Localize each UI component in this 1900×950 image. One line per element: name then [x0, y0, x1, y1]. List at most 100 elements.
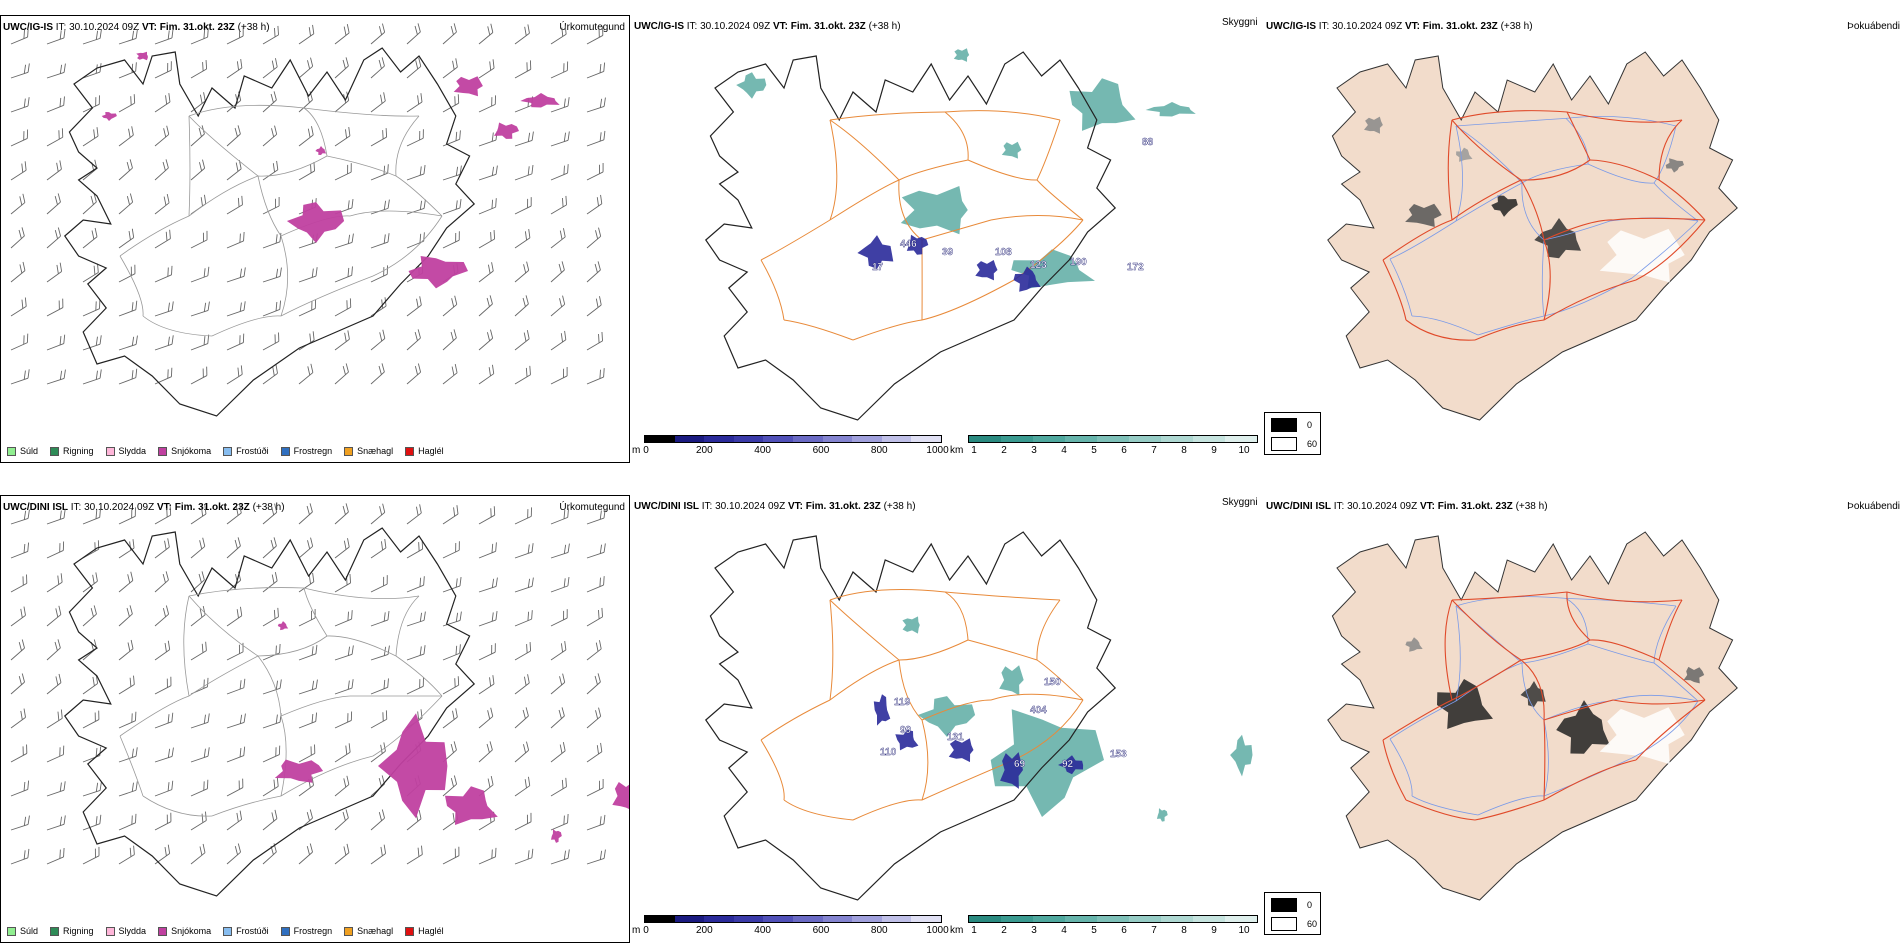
- road-segment: [1036, 179, 1084, 221]
- wind-barb: [478, 95, 496, 113]
- wind-barb: [82, 639, 97, 661]
- wind-barb: [154, 265, 173, 283]
- wind-barb: [442, 295, 458, 317]
- road-segment: [1405, 319, 1476, 341]
- wind-barb: [82, 127, 99, 147]
- road-segment: [898, 659, 923, 721]
- wind-barb: [154, 780, 174, 797]
- wind-barbs: [10, 503, 606, 865]
- wind-barb: [262, 643, 281, 661]
- wind-barb: [550, 673, 566, 695]
- road-segment: [1474, 319, 1545, 341]
- wind-barb: [190, 843, 206, 865]
- legend-swatch: [223, 446, 233, 456]
- wind-barb: [550, 25, 567, 45]
- wind-barb: [370, 57, 385, 79]
- wind-barb: [46, 334, 66, 351]
- fog-area: [1456, 147, 1473, 162]
- road-segment: [1013, 699, 1084, 761]
- road-segment: [1587, 643, 1655, 664]
- road-segment: [257, 175, 282, 237]
- wind-barb: [10, 129, 29, 147]
- road-segment: [898, 159, 969, 181]
- wind-barb: [586, 26, 604, 45]
- wind-barb: [586, 742, 603, 763]
- road-segment: [188, 595, 259, 657]
- roads: [119, 104, 443, 337]
- wind-barb: [46, 815, 66, 831]
- wind-barb: [190, 641, 207, 661]
- wind-barb: [10, 97, 30, 113]
- road-segment: [944, 110, 1061, 121]
- wind-barb: [118, 368, 138, 385]
- wind-barb: [154, 747, 174, 763]
- road-segment: [1405, 799, 1476, 821]
- road-segment: [188, 655, 259, 697]
- wind-barb: [10, 574, 28, 593]
- legend-item: Frostregn: [280, 926, 332, 936]
- wind-barb: [226, 160, 242, 181]
- wind-barb: [514, 776, 531, 797]
- height-label: 108: [995, 247, 1012, 258]
- wind-barb: [334, 645, 354, 661]
- ptype-map: [10, 23, 606, 417]
- wind-barb: [550, 609, 568, 627]
- wind-barb: [550, 707, 565, 729]
- legend-swatch: [158, 446, 168, 456]
- wind-barb: [406, 363, 422, 385]
- height-labels: 446 39 17 108 123 190 172 88: [872, 137, 1154, 273]
- wind-barb: [514, 610, 533, 627]
- visibility-area: [999, 665, 1024, 696]
- wind-barb: [46, 63, 66, 79]
- wind-barb: [118, 781, 138, 797]
- fog-panel-bottom: UWC/DINI ISL IT: 30.10.2024 09Z VT: Fim.…: [1264, 495, 1900, 943]
- wind-barb: [82, 710, 100, 729]
- panel-name: Skyggni: [1222, 17, 1258, 28]
- cbar-unit: m: [632, 925, 641, 936]
- wind-barb: [334, 126, 351, 147]
- wind-barb: [334, 711, 353, 729]
- road-segment: [211, 795, 282, 817]
- wind-barb: [154, 61, 172, 79]
- snow-area: [612, 782, 629, 810]
- legend-swatch: [405, 446, 415, 456]
- ceiling-area: [1013, 266, 1041, 292]
- wind-barb: [46, 128, 64, 147]
- cbar-tick: 7: [1151, 925, 1157, 936]
- road-segment: [1566, 591, 1591, 641]
- road-segment: [1521, 662, 1545, 721]
- legend-item: Frostúði: [223, 926, 269, 936]
- wind-barb: [334, 503, 349, 525]
- cbar-tick: 4: [1061, 445, 1067, 456]
- snow-area: [494, 122, 519, 139]
- wind-barb: [10, 28, 29, 45]
- wind-barb: [478, 643, 496, 661]
- ptype-panel-bottom: UWC/DINI ISL IT: 30.10.2024 09Z VT: Fim.…: [0, 495, 630, 943]
- wind-barb: [370, 775, 385, 797]
- wind-barb: [586, 543, 606, 559]
- wind-barb: [154, 844, 171, 865]
- legend-swatch: [7, 446, 16, 456]
- wind-barb: [550, 61, 569, 79]
- wind-barb: [442, 611, 462, 627]
- wind-barb: [262, 777, 279, 797]
- wind-barb: [442, 676, 460, 695]
- road-segment: [1543, 220, 1611, 241]
- wind-barb: [550, 849, 570, 865]
- wind-barb: [10, 780, 30, 797]
- wind-barb: [82, 508, 101, 525]
- wind-barb: [550, 640, 567, 661]
- wind-barb: [154, 571, 169, 593]
- snow-area: [315, 146, 327, 155]
- legend-item: Haglél: [405, 446, 444, 456]
- wind-barb: [10, 261, 26, 283]
- road-segment: [1566, 111, 1591, 161]
- cbar-tick: 10: [1238, 925, 1250, 936]
- road-segment: [760, 699, 831, 741]
- wind-barb: [46, 781, 66, 797]
- panel-title: UWC/DINI ISL IT: 30.10.2024 09Z VT: Fim.…: [3, 502, 285, 513]
- wind-barb: [226, 642, 244, 661]
- road-segment: [1455, 125, 1463, 222]
- fog-area: [1665, 158, 1684, 173]
- road-segment: [921, 719, 929, 801]
